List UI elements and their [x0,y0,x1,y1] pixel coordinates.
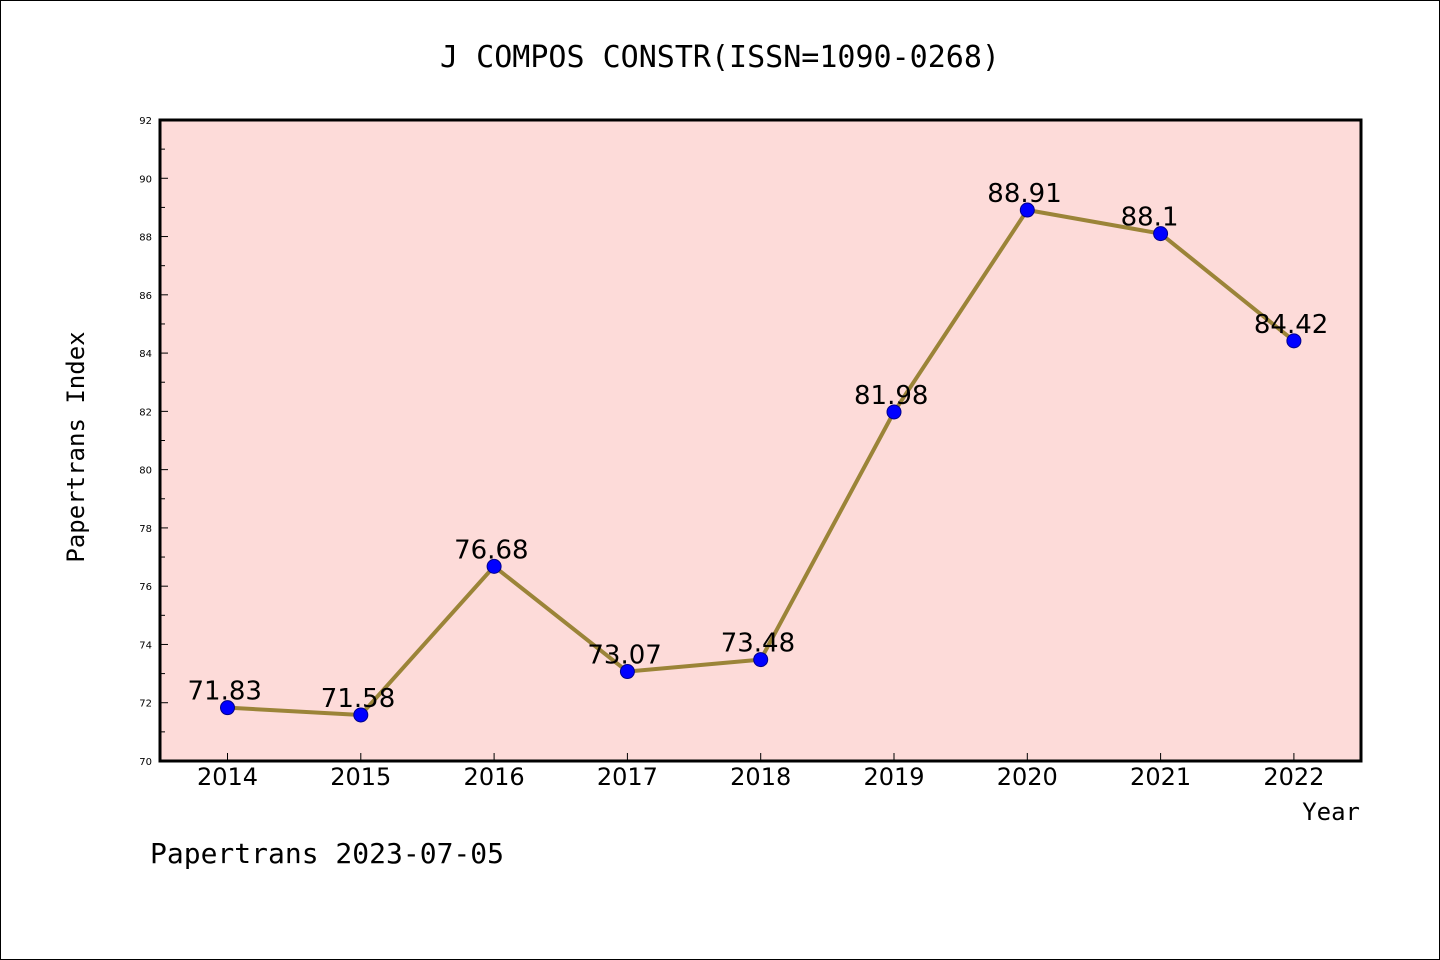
data-label: 88.91 [987,179,1061,209]
data-point [486,558,502,574]
x-tick-label: 2020 [997,763,1058,791]
x-axis-title: Year [1302,798,1360,826]
data-label: 71.58 [321,684,395,714]
data-point [1019,202,1035,218]
y-tick-label: 76 [139,582,152,593]
data-label: 76.68 [454,535,528,565]
data-label: 73.48 [721,629,795,659]
data-point [1286,333,1302,349]
y-tick-label: 92 [139,116,152,127]
y-axis-title: Papertrans Index [62,331,90,562]
chart-title: J COMPOS CONSTR(ISSN=1090-0268) [440,40,1000,75]
x-axis: 2014 2015 2016 2017 2018 2019 2020 2021 2022 [197,753,1324,791]
data-point [220,700,235,716]
y-tick-label: 84 [139,349,152,360]
y-tick-label: 90 [139,174,152,185]
x-tick-label: 2021 [1130,763,1191,791]
data-label: 71.83 [188,677,262,707]
data-point [753,652,769,668]
data-point [886,404,902,420]
x-tick-label: 2017 [597,763,658,791]
x-tick-label: 2019 [863,763,924,791]
x-tick-label: 2018 [730,763,791,791]
y-tick-label: 78 [139,524,152,535]
footer-date: Papertrans 2023-07-05 [150,837,504,870]
data-label: 88.1 [1121,203,1179,233]
y-tick-label: 72 [139,699,152,710]
y-tick-label: 82 [139,407,152,418]
x-tick-label: 2016 [464,763,525,791]
data-label: 81.98 [854,381,928,411]
data-points [220,202,1302,723]
data-point [353,707,369,723]
data-label: 73.07 [587,641,661,671]
data-labels: 71.83 71.58 76.68 73.07 73.48 81.98 88.91 88.1 8… [188,179,1329,714]
y-tick-label: 88 [139,233,152,244]
data-label: 84.42 [1254,310,1328,340]
y-axis: 70 72 74 76 78 80 82 84 86 88 90 92 [139,116,168,768]
x-tick-label: 2015 [330,763,391,791]
y-tick-label: 80 [139,466,152,477]
data-point [619,664,635,680]
y-tick-label: 86 [139,291,152,302]
x-tick-label: 2014 [197,763,258,791]
y-tick-label: 70 [139,757,152,768]
data-point [1153,226,1169,242]
y-tick-label: 74 [139,640,152,651]
x-tick-label: 2022 [1263,763,1324,791]
